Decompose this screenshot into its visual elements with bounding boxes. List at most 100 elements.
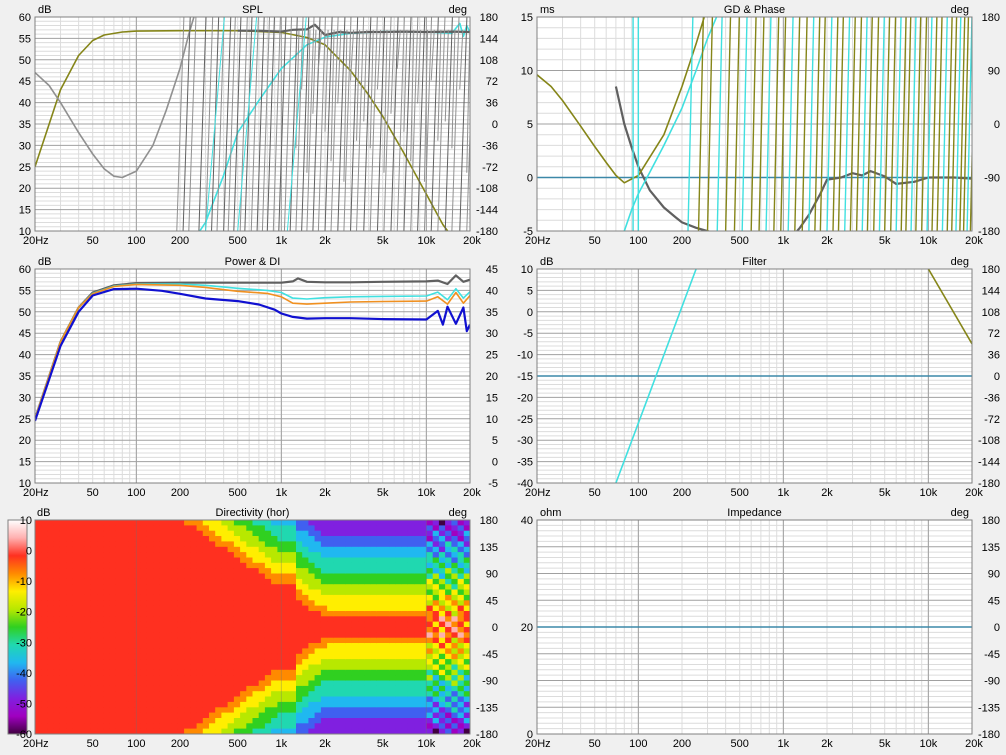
heatmap-cell [159,621,167,628]
heatmap-cell [240,541,247,548]
heatmap-cell [190,696,198,703]
heatmap-cell [215,627,222,633]
heatmap-cell [109,600,117,607]
heatmap-cell [190,632,198,639]
heatmap-cell [240,552,247,558]
heatmap-cell [240,643,247,649]
heatmap-cell [252,685,260,692]
heatmap-cell [345,536,353,542]
heatmap-cell [432,552,440,558]
heatmap-cell [438,536,446,542]
heatmap-cell [264,594,272,601]
heatmap-cell [109,584,117,591]
heatmap-cell [289,664,297,671]
phase-wrap-line [921,17,928,231]
heatmap-cell [426,530,434,537]
heatmap-cell [283,718,291,724]
heatmap-cell [438,584,446,591]
heatmap-cell [66,525,73,532]
heatmap-cell [103,541,111,548]
heatmap-cell [351,530,359,537]
heatmap-cell [432,611,440,617]
heatmap-cell [426,594,434,601]
heatmap-cell [258,552,266,558]
heatmap-cell [420,691,428,698]
heatmap-cell [227,594,235,601]
heatmap-cell [271,643,278,649]
heatmap-cell [109,680,117,687]
heatmap-cell [128,541,135,548]
heatmap-cell [35,552,42,558]
heatmap-cell [59,530,67,537]
phase-wrap-line [396,29,401,69]
y-tick-label-right: -5 [488,478,498,490]
heatmap-cell [383,696,390,703]
heatmap-cell [376,573,384,580]
heatmap-cell [383,557,390,564]
heatmap-cell [289,728,297,734]
y-tick-label-left: 0 [527,307,533,319]
heatmap-cell [438,653,446,660]
y-tick-label-right: 5 [492,435,498,447]
heatmap-cell [190,573,198,580]
heatmap-cell [196,669,204,676]
heatmap-cell [389,520,396,526]
heatmap-cell [426,611,434,617]
heatmap-cell [252,541,260,548]
heatmap-cell [302,594,309,601]
heatmap-cell [445,568,452,574]
heatmap-cell [209,696,216,703]
heatmap-cell [159,696,167,703]
heatmap-cell [47,616,55,623]
heatmap-cell [233,621,241,628]
heatmap-cell [302,573,309,580]
heatmap-cell [128,632,135,639]
x-tick-label: 100 [629,738,647,750]
y-axis-label-right: deg [449,507,467,519]
heatmap-cell [376,557,384,564]
heatmap-cell [233,525,241,532]
heatmap-cell [227,685,235,692]
heatmap-cell [59,578,67,585]
heatmap-cell [296,541,303,548]
heatmap-cell [103,643,111,649]
heatmap-cell [420,546,428,553]
heatmap-cell [345,680,353,687]
heatmap-cell [97,541,104,548]
heatmap-cell [128,562,135,569]
heatmap-cell [35,723,42,730]
heatmap-cell [90,525,98,532]
heatmap-cell [103,525,111,532]
heatmap-cell [302,627,309,633]
heatmap-cell [264,616,272,623]
y-tick-label-right: 144 [480,33,498,45]
heatmap-cell [277,669,285,676]
heatmap-cell [451,541,459,548]
phase-wrap-line [687,17,694,231]
heatmap-cell [395,701,403,708]
y-tick-label-right: 108 [982,307,1000,319]
heatmap-cell [202,525,210,532]
heatmap-cell [140,653,148,660]
heatmap-cell [457,546,465,553]
heatmap-cell [401,530,409,537]
heatmap-cell [47,659,55,665]
heatmap-cell [140,643,148,649]
heatmap-cell [370,557,378,564]
heatmap-cell [215,685,222,692]
heatmap-cell [277,520,285,526]
heatmap-cell [308,520,316,526]
heatmap-cell [401,557,409,564]
heatmap-cell [345,578,353,585]
heatmap-cell [383,659,390,665]
heatmap-cell [190,525,198,532]
heatmap-cell [90,552,98,558]
heatmap-cell [128,573,135,580]
y-tick-label-right: 0 [492,119,498,131]
heatmap-cell [215,712,222,719]
heatmap-cell [383,621,390,628]
heatmap-cell [308,669,316,676]
heatmap-cell [389,562,396,569]
heatmap-cell [196,653,204,660]
